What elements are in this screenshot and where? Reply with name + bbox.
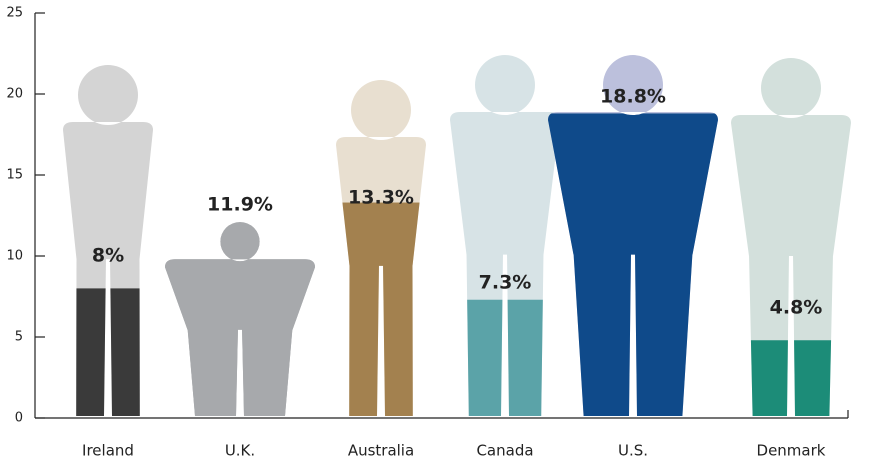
silhouette [731, 58, 851, 416]
bar [18, 288, 198, 418]
y-tick-label: 5 [15, 330, 23, 345]
x-tick-label: Australia [348, 442, 414, 460]
x-tick-label: Canada [476, 442, 533, 460]
chart: 0 5 10 15 20 25 8% Ireland 11.9% U.K. 13.3% Austral… [0, 0, 879, 466]
y-tick-label: 25 [6, 6, 23, 21]
bar [291, 203, 471, 418]
bar [671, 340, 879, 418]
y-tick-label: 20 [6, 87, 23, 102]
value-label: 18.8% [600, 86, 666, 108]
value-label: 4.8% [770, 297, 823, 319]
silhouette [450, 55, 560, 416]
value-label: 13.3% [348, 187, 414, 209]
x-tick-label: Denmark [757, 442, 826, 460]
value-label: 8% [92, 245, 124, 267]
y-tick-label: 10 [6, 249, 23, 264]
x-tick-label: U.S. [618, 442, 648, 460]
y-tick-label: 15 [6, 168, 23, 183]
value-label: 7.3% [479, 272, 532, 294]
y-tick-label: 0 [15, 411, 23, 426]
value-label: 11.9% [207, 194, 273, 216]
x-tick-label: U.K. [225, 442, 255, 460]
x-tick-label: Ireland [82, 442, 134, 460]
